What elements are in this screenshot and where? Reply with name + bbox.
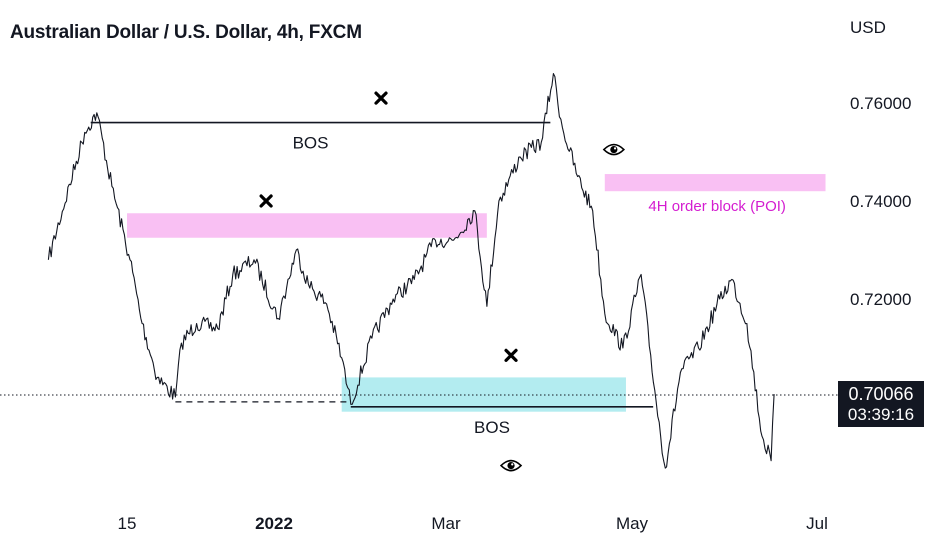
- eye-pupil: [610, 145, 618, 154]
- bos-label-1: BOS: [474, 418, 510, 437]
- last-price-value: 0.70066: [848, 384, 914, 404]
- currency-label: USD: [850, 18, 886, 37]
- price-line: [47, 73, 775, 469]
- eye-highlight: [511, 463, 514, 466]
- eye-pupil: [507, 462, 515, 470]
- eye-icon: [499, 459, 523, 472]
- y-tick-label: 0.76000: [850, 94, 911, 113]
- bos-label-0: BOS: [293, 134, 329, 153]
- x-axis[interactable]: 15 2022 Mar May Jul: [118, 514, 828, 533]
- x-tick-label: Jul: [806, 514, 828, 533]
- zone-0: [127, 213, 487, 238]
- price-series-layer: [47, 73, 775, 469]
- bar-countdown: 03:39:16: [847, 405, 915, 424]
- x-tick-label: 15: [118, 514, 137, 533]
- x-tick-label: Mar: [431, 514, 461, 533]
- y-axis[interactable]: USD 0.76000 0.74000 0.72000: [850, 18, 911, 309]
- cross-icon: [504, 348, 518, 362]
- cross-stroke: [374, 91, 388, 105]
- y-tick-label: 0.74000: [850, 192, 911, 211]
- cross-icon: [374, 91, 388, 105]
- chart-title: Australian Dollar / U.S. Dollar, 4h, FXC…: [10, 22, 362, 43]
- markers-layer: [259, 91, 625, 472]
- eye-icon: [602, 143, 625, 156]
- cross-stroke: [259, 194, 273, 208]
- zone-1: [604, 174, 826, 192]
- last-price-tag: 0.70066 03:39:16: [838, 381, 924, 427]
- x-tick-label: May: [616, 514, 649, 533]
- cross-icon: [259, 194, 273, 208]
- zone-label-1: 4H order block (POI): [648, 198, 786, 215]
- eye-highlight: [613, 147, 617, 150]
- annotation-lines-layer: BOS BOS: [90, 121, 654, 437]
- cross-stroke: [504, 348, 518, 362]
- y-tick-label: 0.72000: [850, 290, 911, 309]
- x-tick-label: 2022: [255, 514, 293, 533]
